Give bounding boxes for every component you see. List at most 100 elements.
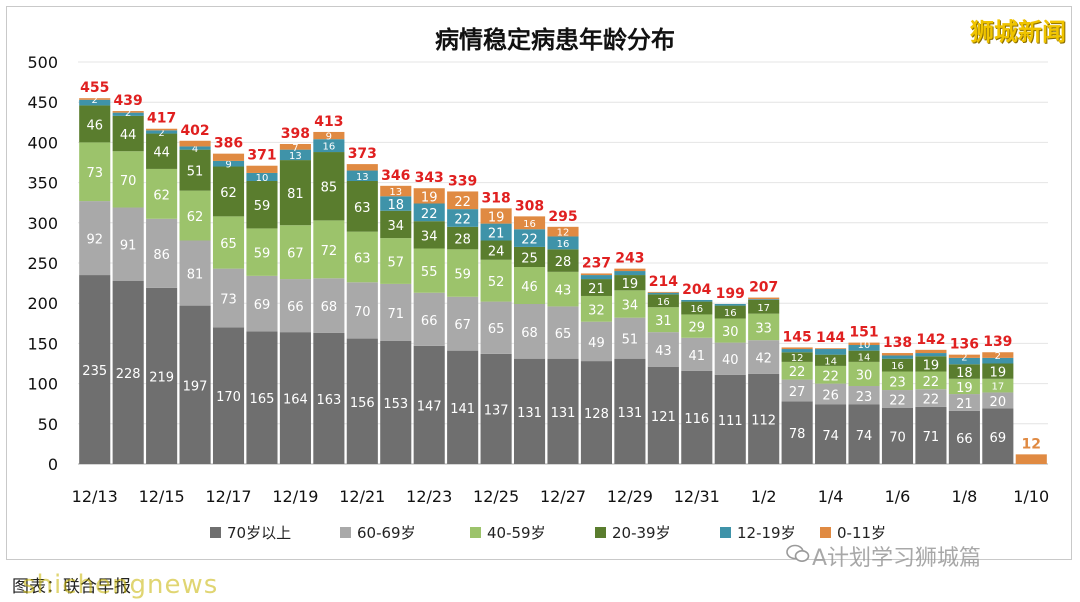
bar-segment — [212, 268, 245, 328]
bar-segment — [413, 345, 445, 464]
legend-label: 70岁以上 — [227, 524, 291, 542]
bar-segment — [313, 139, 345, 153]
segment-label: 46 — [521, 280, 538, 295]
bar-segment — [614, 290, 646, 318]
segment-label: 73 — [220, 292, 237, 307]
segment-label: 17 — [757, 303, 770, 314]
total-label: 151 — [849, 325, 878, 341]
segment-label: 40 — [722, 353, 739, 368]
legend-swatch — [720, 527, 731, 538]
segment-label: 62 — [187, 210, 204, 225]
bar-segment — [580, 295, 613, 322]
bar-segment — [714, 318, 746, 343]
segment-label: 116 — [684, 412, 709, 427]
bar-segment — [848, 350, 880, 362]
segment-label: 22 — [521, 233, 538, 248]
segment-label: 66 — [956, 432, 973, 447]
segment-label: 22 — [923, 393, 940, 408]
bars: 2359273462455228917044243921986624424171… — [79, 80, 1047, 464]
bar-segment — [681, 314, 713, 338]
segment-label: 164 — [283, 393, 308, 408]
bar-segment — [982, 392, 1014, 409]
bar-segment — [547, 306, 579, 359]
bar-segment — [915, 356, 947, 372]
bar-segment — [647, 366, 679, 464]
bar-segment — [346, 338, 378, 464]
segment-label: 51 — [187, 165, 204, 180]
bar-segment — [714, 342, 746, 375]
segment-label: 22 — [822, 369, 839, 384]
total-label: 237 — [582, 255, 611, 271]
bar-segment — [480, 353, 512, 464]
y-tick-label: 200 — [27, 294, 58, 313]
segment-label: 22 — [421, 207, 438, 222]
bar-segment — [580, 321, 613, 362]
bar-segment — [781, 379, 813, 402]
segment-label: 46 — [86, 118, 103, 133]
total-label: 295 — [548, 209, 577, 225]
legend-swatch — [595, 527, 606, 538]
segment-label: 85 — [321, 181, 338, 196]
x-tick-label: 12/17 — [205, 487, 251, 506]
total-label: 318 — [481, 190, 510, 206]
bar-segment — [815, 404, 847, 464]
bar-segment — [380, 185, 412, 197]
segment-label: 43 — [655, 344, 672, 359]
segment-label: 2 — [961, 352, 967, 363]
x-tick-label: 12/25 — [473, 487, 519, 506]
segment-label: 147 — [417, 399, 442, 414]
segment-label: 21 — [488, 227, 505, 242]
bar-segment — [781, 401, 813, 464]
bar-segment — [513, 304, 546, 359]
bar-segment — [948, 410, 980, 464]
segment-label: 16 — [690, 304, 703, 315]
bar-segment — [380, 340, 412, 464]
segment-label: 78 — [789, 427, 806, 442]
segment-label: 30 — [856, 368, 873, 383]
segment-label: 112 — [751, 413, 776, 428]
bar-segment — [146, 218, 178, 288]
bar-segment — [246, 331, 278, 464]
bar-segment — [79, 105, 111, 143]
bar-segment — [447, 209, 479, 227]
bar-segment — [815, 348, 847, 350]
total-label: 308 — [515, 198, 544, 214]
bar-segment — [815, 349, 847, 355]
bar-segment — [212, 327, 245, 464]
total-label: 371 — [247, 148, 276, 164]
bar-segment — [212, 216, 245, 269]
bar-segment — [480, 301, 512, 354]
legend-swatch — [470, 527, 481, 538]
segment-label: 19 — [622, 277, 639, 292]
bar-segment — [313, 220, 345, 279]
y-tick-label: 250 — [27, 254, 58, 273]
segment-label: 63 — [354, 201, 371, 216]
bar-segment — [146, 168, 178, 219]
segment-label: 74 — [822, 429, 839, 444]
x-tick-label: 1/10 — [1013, 487, 1049, 506]
segment-label: 13 — [356, 172, 369, 183]
segment-label: 121 — [651, 410, 676, 425]
segment-label: 4 — [192, 144, 198, 155]
segment-label: 22 — [454, 195, 471, 210]
segment-label: 44 — [120, 128, 137, 143]
total-label: 12 — [1022, 436, 1041, 452]
logo: 狮城新闻 — [970, 18, 1066, 46]
bar-segment — [112, 115, 144, 152]
legend-swatch — [210, 527, 221, 538]
bar-segment — [112, 280, 144, 464]
segment-label: 49 — [588, 336, 605, 351]
segment-label: 19 — [488, 210, 505, 225]
bar-segment — [112, 111, 144, 113]
segment-label: 34 — [421, 229, 438, 244]
segment-label: 34 — [622, 299, 639, 314]
segment-label: 31 — [655, 314, 672, 329]
x-axis-ticks: 12/13 12/15 12/17 12/19 12/21 12/23 12/25 12/27… — [72, 487, 1050, 506]
bar-segment — [146, 287, 178, 464]
bar-segment — [547, 249, 579, 272]
bar-segment — [547, 271, 579, 307]
x-tick-label: 1/2 — [751, 487, 777, 506]
total-label: 139 — [983, 334, 1012, 350]
bar-segment — [313, 152, 345, 221]
footer-watermark: shichengnews — [22, 570, 219, 600]
